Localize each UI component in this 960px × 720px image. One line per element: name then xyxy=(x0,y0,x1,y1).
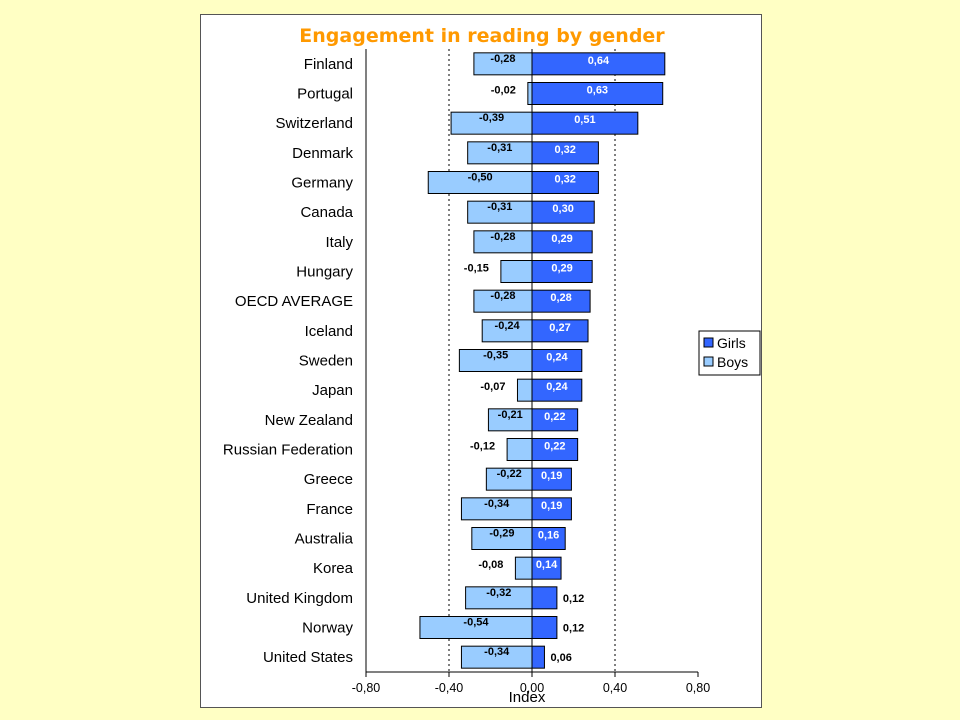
category-label: Italy xyxy=(325,234,353,251)
chart-panel: Engagement in reading by gender -0,28 0,6… xyxy=(200,14,762,708)
bar-label-boys: -0,12 xyxy=(470,441,495,453)
x-tick-label: 0,00 xyxy=(520,681,544,695)
category-label: United States xyxy=(263,649,353,666)
legend-swatch-boys xyxy=(703,356,714,367)
bar-label-boys: -0,31 xyxy=(487,142,512,154)
legend-label-boys: Boys xyxy=(717,354,748,370)
bar-label-boys: -0,28 xyxy=(490,290,515,302)
bar-label-girls: 0,19 xyxy=(541,470,562,482)
bar-label-boys: -0,08 xyxy=(478,559,503,571)
chart-svg: Engagement in reading by gender -0,28 0,6… xyxy=(223,25,761,706)
bar-label-girls: 0,51 xyxy=(574,114,595,126)
bar-girls xyxy=(531,645,545,669)
bar-label-girls: 0,24 xyxy=(546,381,568,393)
bar-label-girls: 0,32 xyxy=(554,144,575,156)
category-label: Norway xyxy=(302,620,353,637)
category-label: OECD AVERAGE xyxy=(235,293,353,310)
bar-label-girls: 0,22 xyxy=(544,411,565,423)
bar-label-boys: -0,50 xyxy=(468,172,493,184)
bar-label-girls: 0,29 xyxy=(551,263,572,275)
bar-label-boys: -0,22 xyxy=(497,468,522,480)
x-tick-label: -0,40 xyxy=(435,681,464,695)
bar-label-boys: -0,39 xyxy=(479,112,504,124)
x-axis-title: Index xyxy=(509,689,546,706)
category-label: Russian Federation xyxy=(223,442,353,459)
bar-label-boys: -0,07 xyxy=(480,381,505,393)
bar-label-boys: -0,32 xyxy=(486,587,511,599)
bar-label-boys: -0,34 xyxy=(484,498,510,510)
category-label: Australia xyxy=(295,531,354,548)
reference-lines xyxy=(448,49,616,672)
x-tick-label: 0,80 xyxy=(686,681,710,695)
category-label: France xyxy=(306,501,353,518)
x-axis: -0,80 -0,40 0,00 0,40 0,80 xyxy=(352,49,710,695)
bar-label-girls: 0,29 xyxy=(551,233,572,245)
chart-title: Engagement in reading by gender xyxy=(299,25,665,47)
category-label: Denmark xyxy=(292,145,353,162)
bar-label-girls: 0,19 xyxy=(541,500,562,512)
category-label: Greece xyxy=(304,471,353,488)
category-label: Hungary xyxy=(296,264,353,281)
bar-label-girls: 0,30 xyxy=(552,203,573,215)
bar-label-boys: -0,54 xyxy=(463,617,489,629)
bar-girls xyxy=(531,616,558,639)
bar-label-boys: -0,28 xyxy=(490,231,515,243)
category-label: Portugal xyxy=(297,86,353,103)
bar-label-girls: 0,28 xyxy=(550,292,571,304)
category-label: Korea xyxy=(313,560,354,577)
legend: Girls Boys xyxy=(698,330,761,376)
x-tick-label: 0,40 xyxy=(603,681,627,695)
category-label: Finland xyxy=(304,56,353,73)
bar-label-girls: 0,63 xyxy=(587,85,608,97)
category-label: New Zealand xyxy=(265,412,353,429)
bar-label-girls: 0,32 xyxy=(554,174,575,186)
bar-label-boys: -0,31 xyxy=(487,201,512,213)
category-label: Canada xyxy=(300,204,353,221)
bar-boys xyxy=(506,438,533,461)
bar-label-girls: 0,12 xyxy=(563,623,584,635)
bar-label-girls: 0,14 xyxy=(536,559,558,571)
bar-label-boys: -0,29 xyxy=(489,528,514,540)
bar-label-girls: 0,24 xyxy=(546,352,568,364)
bar-girls xyxy=(531,586,558,610)
bar-label-boys: -0,34 xyxy=(484,646,510,658)
category-label: Iceland xyxy=(305,323,353,340)
category-label: United Kingdom xyxy=(246,590,353,607)
bar-label-boys: -0,35 xyxy=(483,350,508,362)
bar-label-girls: 0,06 xyxy=(550,652,571,664)
bar-boys xyxy=(527,82,533,105)
bar-boys xyxy=(514,556,533,580)
category-label: Germany xyxy=(291,175,353,192)
category-label: Japan xyxy=(312,382,353,399)
x-tick-label: -0,80 xyxy=(352,681,381,695)
bar-label-girls: 0,27 xyxy=(549,322,570,334)
bar-label-boys: -0,02 xyxy=(491,85,516,97)
bar-boys xyxy=(500,260,533,283)
bar-label-girls: 0,16 xyxy=(538,530,559,542)
bars: -0,28 0,64 -0,02 0,63 -0,39 0,51 -0,31 0,32 -0,5… xyxy=(419,52,666,669)
bar-label-girls: 0,12 xyxy=(563,593,584,605)
bar-label-girls: 0,64 xyxy=(588,55,610,67)
category-labels: Finland Portugal Switzerland Denmark Germany… xyxy=(223,56,354,666)
bar-label-boys: -0,15 xyxy=(464,263,489,275)
legend-swatch-girls xyxy=(703,337,714,348)
bar-label-girls: 0,22 xyxy=(544,441,565,453)
bar-label-boys: -0,21 xyxy=(498,409,523,421)
bar-label-boys: -0,28 xyxy=(490,53,515,65)
category-label: Switzerland xyxy=(275,115,353,132)
bar-boys xyxy=(516,378,533,402)
legend-label-girls: Girls xyxy=(717,335,746,351)
bar-label-boys: -0,24 xyxy=(495,320,521,332)
category-label: Sweden xyxy=(299,353,353,370)
